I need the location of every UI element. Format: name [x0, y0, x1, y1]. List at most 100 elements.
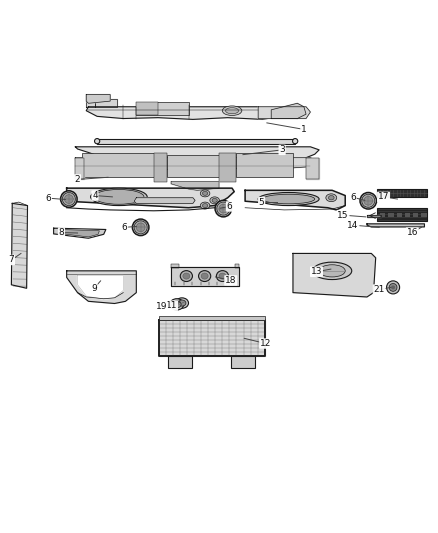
Bar — [389, 213, 393, 217]
Bar — [405, 213, 410, 217]
Ellipse shape — [362, 194, 375, 207]
Bar — [231, 356, 254, 368]
Text: 12: 12 — [260, 339, 271, 348]
Ellipse shape — [64, 195, 73, 204]
Polygon shape — [60, 230, 99, 237]
Polygon shape — [86, 94, 110, 103]
Text: 11: 11 — [166, 301, 177, 310]
Text: 3: 3 — [279, 146, 285, 155]
Ellipse shape — [178, 300, 186, 306]
Polygon shape — [75, 158, 84, 180]
Polygon shape — [86, 94, 95, 107]
Ellipse shape — [216, 271, 229, 281]
Ellipse shape — [202, 191, 208, 195]
Ellipse shape — [95, 139, 100, 144]
Polygon shape — [271, 103, 306, 118]
Ellipse shape — [91, 188, 147, 206]
Ellipse shape — [200, 190, 210, 197]
Ellipse shape — [391, 286, 395, 289]
Ellipse shape — [170, 298, 184, 310]
Text: 21: 21 — [374, 285, 385, 294]
Bar — [421, 213, 427, 217]
Polygon shape — [367, 215, 381, 217]
Polygon shape — [171, 266, 239, 286]
Text: 16: 16 — [406, 228, 418, 237]
Polygon shape — [159, 320, 265, 356]
Text: 13: 13 — [311, 267, 322, 276]
Text: 2: 2 — [75, 175, 80, 184]
Bar — [237, 153, 293, 177]
Ellipse shape — [215, 200, 232, 217]
Ellipse shape — [258, 192, 319, 206]
Bar — [413, 213, 418, 217]
Ellipse shape — [313, 262, 352, 279]
Ellipse shape — [217, 202, 230, 215]
Bar — [154, 154, 167, 182]
Ellipse shape — [136, 223, 145, 232]
Ellipse shape — [134, 221, 147, 234]
Text: 15: 15 — [337, 211, 349, 220]
Ellipse shape — [364, 197, 373, 205]
Polygon shape — [86, 107, 306, 119]
Bar — [380, 213, 385, 217]
Ellipse shape — [62, 192, 75, 206]
Bar — [82, 153, 154, 177]
Ellipse shape — [219, 273, 226, 279]
Ellipse shape — [176, 298, 188, 308]
Text: 9: 9 — [91, 284, 97, 293]
Text: 6: 6 — [46, 193, 51, 203]
Text: 5: 5 — [259, 198, 265, 207]
Ellipse shape — [389, 284, 397, 292]
Ellipse shape — [387, 281, 399, 294]
Bar — [219, 154, 237, 182]
Ellipse shape — [262, 194, 315, 204]
Polygon shape — [67, 188, 234, 208]
Ellipse shape — [319, 265, 345, 277]
Bar — [136, 102, 158, 115]
Polygon shape — [53, 228, 106, 238]
Bar — [171, 264, 179, 268]
Ellipse shape — [200, 202, 210, 209]
Text: 19: 19 — [156, 302, 167, 311]
Text: 4: 4 — [92, 191, 98, 200]
Ellipse shape — [201, 273, 208, 279]
Ellipse shape — [293, 139, 298, 144]
Polygon shape — [171, 182, 219, 190]
Ellipse shape — [328, 196, 334, 200]
Ellipse shape — [210, 197, 219, 204]
Ellipse shape — [183, 273, 190, 279]
Bar — [159, 316, 265, 320]
Text: 14: 14 — [347, 221, 359, 230]
Polygon shape — [306, 158, 319, 180]
Ellipse shape — [132, 219, 149, 236]
Ellipse shape — [180, 271, 192, 281]
Text: 6: 6 — [226, 202, 232, 211]
Bar — [235, 264, 239, 268]
Polygon shape — [258, 107, 311, 118]
Ellipse shape — [219, 204, 228, 213]
Text: 6: 6 — [122, 223, 127, 232]
Ellipse shape — [226, 108, 239, 114]
Polygon shape — [78, 275, 123, 299]
Polygon shape — [245, 190, 345, 210]
Text: 7: 7 — [8, 255, 14, 264]
Bar — [377, 208, 427, 221]
Bar — [168, 356, 192, 368]
Polygon shape — [75, 147, 319, 160]
Ellipse shape — [212, 198, 217, 203]
Bar — [167, 155, 219, 177]
Text: 8: 8 — [59, 228, 64, 237]
Ellipse shape — [326, 194, 337, 201]
Polygon shape — [95, 99, 117, 107]
Text: 1: 1 — [301, 125, 307, 134]
Polygon shape — [367, 224, 424, 227]
Bar — [377, 189, 427, 197]
Bar — [396, 213, 402, 217]
Ellipse shape — [198, 271, 211, 281]
Ellipse shape — [222, 106, 242, 116]
Bar — [97, 139, 295, 144]
Polygon shape — [11, 204, 28, 288]
Text: 17: 17 — [378, 192, 389, 201]
Ellipse shape — [94, 189, 144, 204]
Text: 6: 6 — [350, 193, 356, 202]
